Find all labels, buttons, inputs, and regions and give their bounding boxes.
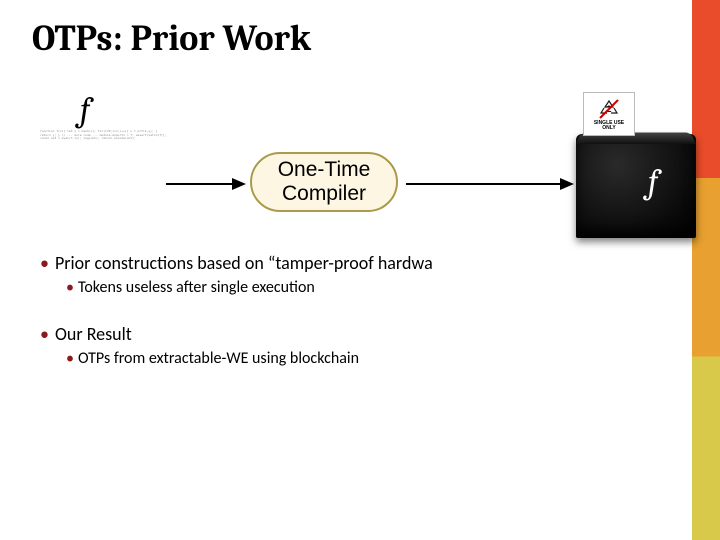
output-function-label: f xyxy=(648,162,658,202)
bullet-dot-icon: • xyxy=(40,252,49,274)
slide-title: OTPs: Prior Work xyxy=(32,18,311,59)
bullet-2: •Our Result xyxy=(40,323,433,345)
bullet-list: •Prior constructions based on “tamper-pr… xyxy=(40,252,433,368)
diagram-area: f function f(x){ let y = hash(x); for(i=… xyxy=(0,90,720,270)
source-code-snippet: function f(x){ let y = hash(x); for(i=0;… xyxy=(40,130,170,230)
source-function-label: f xyxy=(80,90,90,130)
black-box xyxy=(576,134,696,238)
bullet-dot-icon: • xyxy=(40,323,49,345)
single-use-text: SINGLE USE ONLY xyxy=(594,121,624,131)
bullet-dot-icon: • xyxy=(66,278,74,297)
arrow-compiler-to-box xyxy=(406,176,574,192)
single-use-badge: 2 SINGLE USE ONLY xyxy=(583,92,635,136)
bullet-2-1: •OTPs from extractable-WE using blockcha… xyxy=(66,349,433,368)
slide: OTPs: Prior Work f function f(x){ let y … xyxy=(0,0,720,540)
recycle-crossed-icon: 2 xyxy=(598,98,620,120)
compiler-line1: One-Time xyxy=(278,158,371,181)
compiler-line2: Compiler xyxy=(282,182,366,205)
bullet-1-1: •Tokens useless after single execution xyxy=(66,278,433,297)
bullet-1: •Prior constructions based on “tamper-pr… xyxy=(40,252,433,274)
compiler-box: One-Time Compiler xyxy=(250,152,398,212)
arrow-source-to-compiler xyxy=(166,176,246,192)
bullet-dot-icon: • xyxy=(66,349,74,368)
accent-sidebar xyxy=(692,0,720,540)
